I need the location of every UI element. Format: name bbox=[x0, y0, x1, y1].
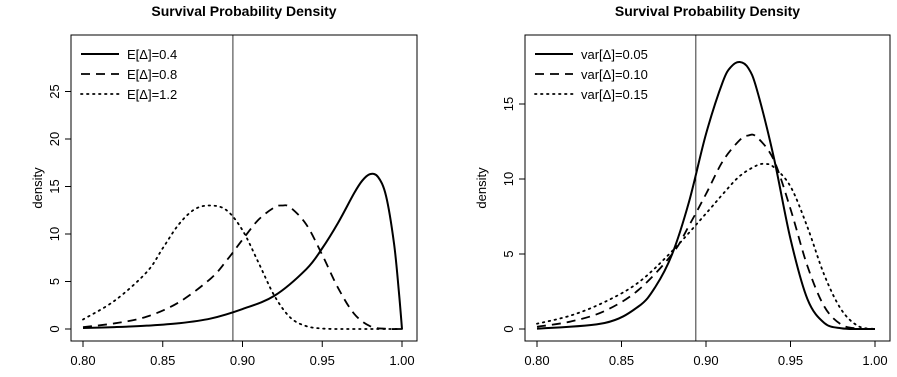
y-tick-label: 0 bbox=[501, 325, 516, 332]
y-tick-label: 20 bbox=[47, 132, 62, 146]
x-tick-label: 0.80 bbox=[524, 353, 549, 368]
y-tick-label: 0 bbox=[47, 325, 62, 332]
x-tick-label: 0.95 bbox=[778, 353, 803, 368]
legend-label: var[Δ]=0.15 bbox=[581, 87, 648, 102]
x-tick-label: 1.00 bbox=[389, 353, 414, 368]
y-tick-label: 15 bbox=[47, 179, 62, 193]
series-line-solid bbox=[536, 60, 876, 331]
x-tick-label: 0.90 bbox=[230, 353, 255, 368]
x-tick-label: 0.95 bbox=[310, 353, 335, 368]
chart-title: Survival Probability Density bbox=[615, 3, 800, 19]
x-tick-label: 0.80 bbox=[70, 353, 95, 368]
y-tick-label: 10 bbox=[47, 227, 62, 241]
legend-label: var[Δ]=0.10 bbox=[581, 67, 648, 82]
legend-label: E[Δ]=1.2 bbox=[127, 87, 177, 102]
x-tick-label: 0.85 bbox=[150, 353, 175, 368]
legend-label: E[Δ]=0.4 bbox=[127, 47, 177, 62]
chart-title: Survival Probability Density bbox=[151, 3, 336, 19]
series-line-dashed bbox=[82, 204, 403, 330]
x-tick-label: 1.00 bbox=[862, 353, 887, 368]
left-chart-panel: Survival Probability Density 0.80 0.85 0.90… bbox=[30, 3, 418, 368]
series-line-solid bbox=[82, 172, 403, 330]
x-tick-label: 0.90 bbox=[693, 353, 718, 368]
plot-frame bbox=[70, 34, 418, 342]
y-tick-label: 5 bbox=[501, 250, 516, 257]
y-axis-label: density bbox=[30, 167, 45, 209]
legend-label: var[Δ]=0.05 bbox=[581, 47, 648, 62]
y-tick-label: 10 bbox=[501, 172, 516, 186]
series-line-dotted bbox=[82, 204, 403, 330]
right-chart-panel: Survival Probability Density 0.80 0.85 0.90… bbox=[474, 3, 891, 368]
legend-label: E[Δ]=0.8 bbox=[127, 67, 177, 82]
plot-frame bbox=[524, 34, 891, 342]
x-tick-label: 0.85 bbox=[609, 353, 634, 368]
series-line-dotted bbox=[536, 162, 876, 330]
y-axis-label: density bbox=[474, 167, 489, 209]
series-line-dashed bbox=[536, 133, 876, 330]
y-tick-label: 15 bbox=[501, 97, 516, 111]
y-tick-label: 5 bbox=[47, 278, 62, 285]
y-tick-label: 25 bbox=[47, 84, 62, 98]
